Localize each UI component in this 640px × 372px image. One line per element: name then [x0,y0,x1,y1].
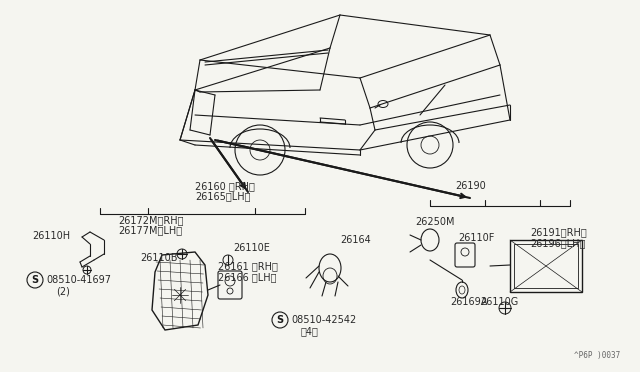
Text: 26165〈LH〉: 26165〈LH〉 [195,191,250,201]
Text: 26250M: 26250M [415,217,454,227]
Text: ^P6P )0037: ^P6P )0037 [573,351,620,360]
Text: 26110E: 26110E [233,243,270,253]
Text: 08510-41697: 08510-41697 [46,275,111,285]
Text: 08510-42542: 08510-42542 [291,315,356,325]
Text: 26160 〈RH〉: 26160 〈RH〉 [195,181,255,191]
Text: 26172M〈RH〉: 26172M〈RH〉 [118,215,184,225]
Text: 26177M〈LH〉: 26177M〈LH〉 [118,225,182,235]
Text: 26110G: 26110G [480,297,518,307]
Text: 26190: 26190 [455,181,486,191]
Text: 26110H: 26110H [32,231,70,241]
Text: 26161 〈RH〉: 26161 〈RH〉 [218,261,278,271]
Text: 26166 〈LH〉: 26166 〈LH〉 [218,272,276,282]
Text: 〈4〉: 〈4〉 [301,326,319,336]
Text: 26110B: 26110B [140,253,177,263]
Text: 26191〈RH〉: 26191〈RH〉 [530,227,587,237]
Text: S: S [31,275,38,285]
Text: 26196〈LH〉: 26196〈LH〉 [530,238,586,248]
Text: 26164: 26164 [340,235,371,245]
Text: 26169A: 26169A [450,297,488,307]
Text: (2): (2) [56,286,70,296]
Text: 26110F: 26110F [458,233,494,243]
Text: S: S [276,315,284,325]
